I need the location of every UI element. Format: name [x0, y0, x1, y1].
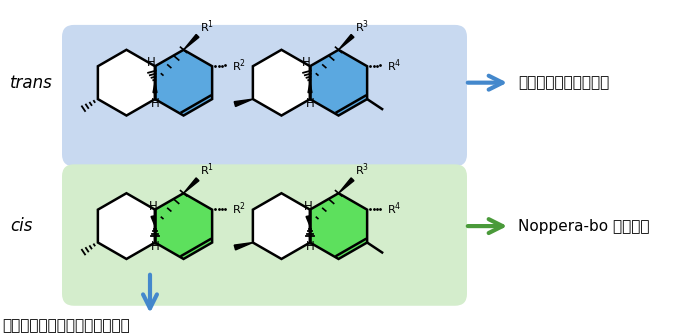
Text: R$^2$: R$^2$	[232, 57, 246, 74]
Text: H: H	[306, 240, 314, 253]
Text: R$^1$: R$^1$	[199, 162, 213, 178]
Polygon shape	[308, 83, 312, 93]
Polygon shape	[155, 193, 212, 259]
Polygon shape	[234, 243, 253, 250]
Polygon shape	[153, 83, 157, 93]
Text: R$^4$: R$^4$	[387, 57, 402, 74]
Text: R$^3$: R$^3$	[354, 18, 369, 35]
Text: H: H	[302, 56, 310, 69]
Text: H: H	[304, 200, 312, 213]
Text: R$^2$: R$^2$	[232, 200, 246, 217]
Polygon shape	[151, 216, 155, 226]
Text: trans: trans	[10, 74, 52, 92]
Polygon shape	[310, 193, 367, 259]
Text: R$^4$: R$^4$	[387, 200, 402, 217]
Polygon shape	[98, 50, 155, 116]
Polygon shape	[253, 50, 310, 116]
Polygon shape	[306, 216, 310, 226]
Text: H: H	[306, 96, 314, 110]
Text: Noppera-bo 阻害活性: Noppera-bo 阻害活性	[518, 219, 650, 233]
Text: cis: cis	[10, 217, 32, 235]
Polygon shape	[183, 35, 199, 50]
Polygon shape	[310, 50, 367, 116]
Polygon shape	[98, 193, 155, 259]
Text: H: H	[150, 96, 160, 110]
Text: R$^1$: R$^1$	[199, 18, 213, 35]
Polygon shape	[339, 178, 354, 193]
Text: 抗菌活性・抗真菌活性: 抗菌活性・抗真菌活性	[518, 75, 609, 90]
FancyBboxPatch shape	[62, 164, 467, 306]
Polygon shape	[234, 99, 253, 107]
Text: H: H	[150, 240, 160, 253]
Text: H: H	[146, 56, 155, 69]
Polygon shape	[253, 193, 310, 259]
Polygon shape	[183, 178, 199, 193]
Text: H: H	[148, 200, 158, 213]
Polygon shape	[155, 50, 212, 116]
Text: ミトコンドリア呼吸鎖阻害活性: ミトコンドリア呼吸鎖阻害活性	[2, 318, 130, 333]
FancyBboxPatch shape	[62, 25, 467, 166]
Text: R$^3$: R$^3$	[354, 162, 369, 178]
Polygon shape	[339, 35, 354, 50]
